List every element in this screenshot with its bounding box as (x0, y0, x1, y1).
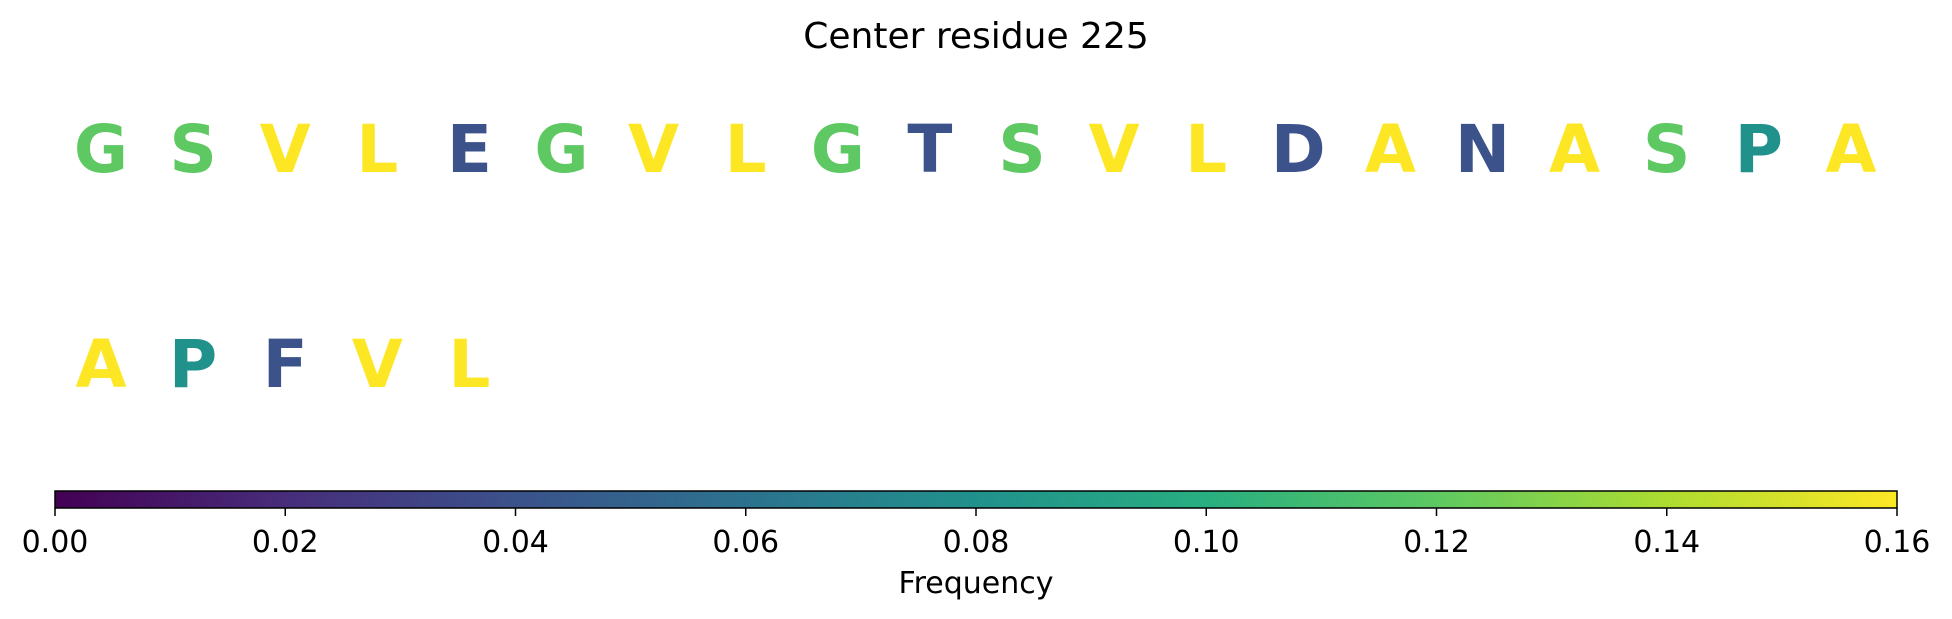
residue-letter: G (534, 111, 588, 188)
residue-letter: A (1365, 111, 1416, 188)
residue-letters: G S V L E G V L G T S V L D A N A S P AA P F V L (74, 111, 1877, 403)
residue-letter: P (169, 326, 217, 403)
colorbar-tick-label: 0.06 (712, 525, 779, 560)
colorbar-tick-label: 0.00 (22, 525, 89, 560)
colorbar-tick-label: 0.08 (943, 525, 1010, 560)
colorbar (54, 490, 1898, 509)
residue-letter: L (356, 111, 398, 188)
chart-title: Center residue 225 (803, 16, 1149, 57)
residue-letter: T (907, 111, 952, 188)
residue-letter: A (1825, 111, 1876, 188)
residue-letter: G (811, 111, 865, 188)
residue-letter: S (1643, 111, 1691, 188)
residue-letter: N (1455, 111, 1510, 188)
colorbar-tick-label: 0.10 (1173, 525, 1240, 560)
residue-letter: P (1735, 111, 1783, 188)
residue-letter: A (75, 326, 126, 403)
residue-letter: E (447, 111, 492, 188)
colorbar-ticks: 0.00 0.02 0.04 0.06 0.08 0.10 0.12 0.14 0.16 (22, 508, 1931, 560)
colorbar-tick-label: 0.12 (1403, 525, 1470, 560)
residue-letter: L (1185, 111, 1227, 188)
colorbar-tick-label: 0.04 (482, 525, 549, 560)
residue-letter: V (1089, 111, 1140, 188)
residue-letter: V (352, 326, 403, 403)
residue-letter: G (74, 111, 128, 188)
residue-letter: S (998, 111, 1046, 188)
colorbar-tick-label: 0.16 (1864, 525, 1931, 560)
residue-letter: F (263, 326, 308, 403)
colorbar-tick-label: 0.02 (252, 525, 319, 560)
residue-letter: V (628, 111, 679, 188)
colorbar-label: Frequency (899, 566, 1054, 601)
colorbar-tick-label: 0.14 (1633, 525, 1700, 560)
residue-letter: D (1271, 111, 1326, 188)
residue-letter: V (260, 111, 311, 188)
residue-letter: S (169, 111, 217, 188)
residue-letter: L (448, 326, 490, 403)
residue-letter: A (1549, 111, 1600, 188)
residue-letter: L (725, 111, 767, 188)
